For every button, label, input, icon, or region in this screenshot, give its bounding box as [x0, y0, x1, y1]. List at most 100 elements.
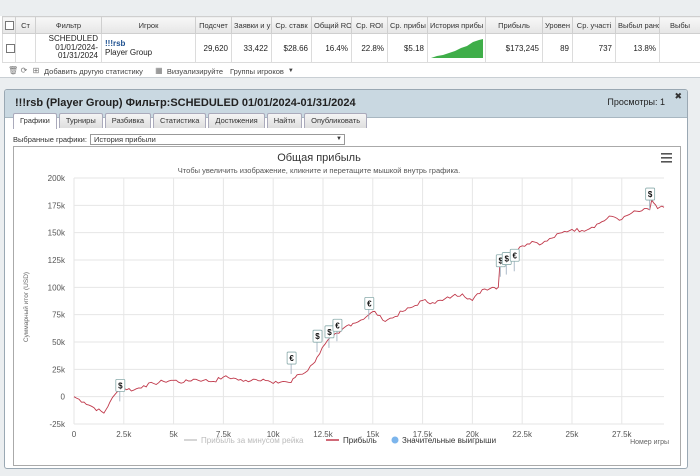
x-axis-label: Номер игры	[630, 439, 669, 446]
chart-select[interactable]: История прибыли ▼	[89, 134, 345, 145]
col-header[interactable]: Фильтр	[35, 16, 102, 34]
chart-frame[interactable]: Общая прибыль Чтобы увеличить изображени…	[13, 146, 681, 466]
col-header[interactable]: Игрок	[101, 16, 196, 34]
y-tick-label: -25k	[49, 420, 66, 429]
chevron-down-icon[interactable]: ▼	[287, 68, 294, 74]
big-win-flag[interactable]: €	[332, 318, 343, 342]
big-win-flag[interactable]: $	[645, 187, 656, 211]
total-roi-cell: 16.4%	[311, 33, 352, 63]
chart-subtitle: Чтобы увеличить изображение, кликните и …	[178, 166, 460, 175]
stats-panel: Ст Фильтр Игрок Подсчет Заявки и у Ср. с…	[0, 16, 700, 78]
big-win-flag[interactable]: €	[364, 296, 375, 320]
filter-line: 01/31/2024	[57, 51, 98, 61]
player-cell[interactable]: !!!rsb Player Group	[101, 33, 196, 63]
col-header[interactable]: Уровен	[542, 16, 573, 34]
x-tick-label: 15k	[366, 430, 380, 439]
col-header[interactable]: Ср. прибы	[387, 16, 428, 34]
chevron-down-icon: ▼	[336, 136, 342, 142]
x-tick-label: 12.5k	[313, 430, 334, 439]
chart-legend[interactable]: Прибыль за минусом рейка Прибыль Значите…	[184, 436, 496, 445]
x-tick-label: 25k	[566, 430, 580, 439]
select-all-checkbox[interactable]	[5, 20, 14, 30]
chart-select-value: История прибыли	[93, 135, 156, 144]
tab-tournaments[interactable]: Турниры	[58, 113, 103, 128]
x-tick-label: 10k	[267, 430, 281, 439]
col-header[interactable]: Ст	[15, 16, 36, 34]
row-checkbox[interactable]	[6, 43, 15, 53]
x-tick-label: 2.5k	[116, 430, 132, 439]
tab-publish[interactable]: Опубликовать	[304, 113, 368, 128]
big-win-flag[interactable]: €	[509, 248, 520, 272]
y-tick-label: 25k	[52, 365, 66, 374]
tab-charts[interactable]: Графики	[13, 113, 57, 129]
avg-profit-cell: $5.18	[387, 33, 428, 63]
x-tick-label: 22.5k	[512, 430, 533, 439]
col-header[interactable]: Выбыл рано	[615, 16, 660, 34]
x-tick-label: 0	[72, 430, 77, 439]
profit-history-cell[interactable]	[427, 33, 486, 63]
profit-cell: $173,245	[485, 33, 543, 63]
table-row[interactable]: SCHEDULED 01/01/2024- 01/31/2024 !!!rsb …	[2, 33, 700, 63]
views-count: Просмотры: 1	[607, 97, 665, 107]
col-header[interactable]: Общий ROI	[311, 16, 352, 34]
big-win-flag[interactable]: $	[115, 378, 126, 402]
visualize-link[interactable]: Визуализируйте	[166, 66, 223, 76]
close-icon[interactable]: ✖	[674, 91, 682, 101]
y-tick-label: 150k	[48, 229, 66, 238]
col-header[interactable]: Ср. ROI	[351, 16, 388, 34]
legend-no-rake[interactable]: Прибыль за минусом рейка	[201, 436, 304, 445]
level-cell: 89	[542, 33, 573, 63]
add-stats-link[interactable]: Добавить другую статистику	[44, 66, 143, 76]
y-tick-label: 50k	[52, 338, 66, 347]
trash-icon[interactable]: 🗑	[8, 66, 19, 75]
profit-series-line[interactable]	[73, 198, 665, 414]
legend-profit[interactable]: Прибыль	[343, 436, 377, 445]
profit-sparkline[interactable]	[431, 36, 483, 58]
col-header[interactable]: Заявки и у	[231, 16, 272, 34]
early-out-cell: 13.8%	[615, 33, 660, 63]
big-win-box	[645, 187, 656, 201]
tab-bar: Графики Турниры Разбивка Статистика Дост…	[13, 113, 368, 129]
big-win-flag[interactable]: €	[286, 351, 297, 375]
big-win-box	[509, 248, 520, 262]
player-groups-menu[interactable]: Группы игроков	[230, 66, 284, 76]
y-tick-label: 100k	[48, 283, 66, 292]
y-tick-label: 75k	[52, 311, 66, 320]
entries-cell: 33,422	[231, 33, 272, 63]
chart-select-label: Выбранные графики:	[13, 135, 87, 144]
big-win-flag[interactable]: $	[312, 329, 323, 353]
col-header[interactable]: Подсчет	[195, 16, 232, 34]
legend-marker-big-wins	[391, 436, 399, 444]
select-all-checkbox-cell[interactable]	[2, 16, 16, 34]
chart-select-row: Выбранные графики: История прибыли ▼	[13, 134, 345, 145]
add-icon: ⊞	[32, 66, 40, 75]
col-header[interactable]: Прибыль	[485, 16, 543, 34]
col-header[interactable]: Выбы	[659, 16, 700, 34]
big-win-flag[interactable]: $	[324, 325, 335, 348]
player-name-link[interactable]: !!!rsb	[105, 39, 126, 48]
big-win-flag[interactable]: $	[501, 252, 512, 275]
col-header[interactable]: Ср. ставк	[271, 16, 312, 34]
row-checkbox-cell[interactable]	[2, 33, 16, 63]
big-win-box	[364, 296, 375, 310]
big-win-symbol: €	[512, 251, 517, 260]
x-tick-label: 5k	[169, 430, 178, 439]
menu-icon[interactable]	[661, 153, 672, 163]
big-win-box	[115, 378, 126, 392]
tab-breakdown[interactable]: Разбивка	[104, 113, 152, 128]
col-header[interactable]: История прибы	[427, 16, 486, 34]
tab-statistics[interactable]: Статистика	[153, 113, 207, 128]
tab-achievements[interactable]: Достижения	[208, 113, 265, 128]
legend-big-wins[interactable]: Значительные выигрыши	[402, 436, 496, 445]
tab-find[interactable]: Найти	[266, 113, 303, 128]
report-window: !!!rsb (Player Group) Фильтр:SCHEDULED 0…	[4, 89, 688, 469]
stats-header-row: Ст Фильтр Игрок Подсчет Заявки и у Ср. с…	[2, 16, 700, 34]
big-win-symbol: $	[327, 328, 332, 337]
big-win-symbol: $	[315, 332, 320, 341]
profit-chart[interactable]: Общая прибыль Чтобы увеличить изображени…	[14, 147, 680, 465]
col-header[interactable]: Ср. участі	[572, 16, 616, 34]
big-win-symbol: €	[367, 299, 372, 308]
report-title: !!!rsb (Player Group) Фильтр:SCHEDULED 0…	[15, 97, 356, 109]
refresh-icon[interactable]: ⟳	[20, 66, 28, 75]
x-tick-label: 7.5k	[216, 430, 232, 439]
